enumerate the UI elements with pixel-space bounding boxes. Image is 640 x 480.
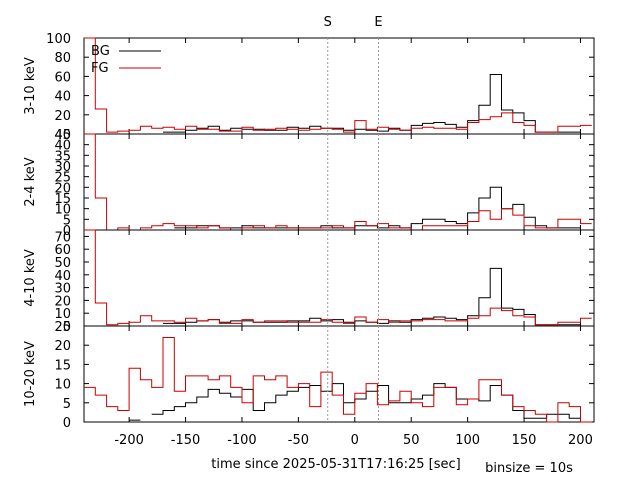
panel-4: 0 5 10 15 20 25 10-20 keV: [23, 320, 595, 431]
x-tick-label: 50: [403, 433, 420, 448]
y-tick-label: 80: [54, 51, 71, 66]
y-tick-label: 40: [54, 269, 71, 284]
y-tick-label: 45: [54, 128, 71, 143]
x-tick-label: -150: [171, 433, 201, 448]
y-tick-label: 10: [54, 378, 71, 393]
y-tick-label: 50: [54, 256, 71, 271]
panel-frame: [83, 37, 595, 135]
x-tick-label: -200: [114, 433, 144, 448]
x-tick-label: -50: [288, 433, 309, 448]
marker-label: E: [374, 15, 382, 30]
series-fg-line: [84, 229, 592, 326]
y-tick-label: 10: [54, 203, 71, 218]
y-tick-label: 25: [54, 320, 71, 335]
marker-label: S: [324, 15, 332, 30]
panel-y-label: 2-4 keV: [23, 157, 38, 206]
y-tick-label: 20: [54, 109, 71, 124]
y-tick-label: 15: [54, 192, 71, 207]
y-tick-label: 20: [54, 181, 71, 196]
panel-frame: [83, 325, 595, 423]
series-fg-line: [84, 133, 592, 231]
x-axis-label: time since 2025-05-31T17:16:25 [sec]: [211, 457, 460, 472]
y-tick-label: 40: [54, 128, 71, 143]
y-tick-label: 5: [63, 397, 71, 412]
y-tick-label: 30: [54, 160, 71, 175]
x-tick-label: 200: [568, 433, 593, 448]
y-tick-label: 30: [54, 282, 71, 297]
legend-label: BG: [91, 44, 110, 59]
panel-y-label: 10-20 keV: [23, 341, 38, 407]
y-tick-label: 60: [54, 243, 71, 258]
series-fg-line: [84, 337, 592, 423]
legend-label: FG: [91, 61, 109, 76]
x-tick-label: 100: [455, 433, 480, 448]
panel-frame: [83, 229, 595, 327]
y-tick-label: 0: [63, 320, 71, 335]
y-tick-label: 100: [46, 32, 71, 47]
panel-y-label: 4-10 keV: [23, 249, 38, 307]
series-fg-line: [84, 37, 592, 133]
y-tick-label: 25: [54, 171, 71, 186]
x-tick-label: -100: [227, 433, 257, 448]
y-tick-label: 70: [54, 230, 71, 245]
y-tick-label: 10: [54, 307, 71, 322]
series-bg-line: [163, 74, 581, 133]
panel-1: 20 40 60 80 100 40 3-10 keV BG FG: [23, 32, 595, 143]
y-tick-label: 40: [54, 139, 71, 154]
series-bg-line: [174, 186, 581, 229]
y-tick-label: 60: [54, 70, 71, 85]
binsize-label: binsize = 10s: [485, 461, 573, 476]
y-tick-label: 5: [63, 213, 71, 228]
y-tick-label: 0: [63, 224, 71, 239]
y-tick-label: 20: [54, 339, 71, 354]
y-tick-label: 15: [54, 358, 71, 373]
x-tick-label: 150: [512, 433, 537, 448]
y-tick-label: 0: [63, 416, 71, 431]
legend: BG FG: [91, 44, 161, 76]
y-tick-label: 40: [54, 90, 71, 105]
x-tick-label: 0: [351, 433, 359, 448]
panel-y-label: 3-10 keV: [23, 57, 38, 115]
series-bg-line: [163, 267, 581, 326]
y-tick-label: 35: [54, 149, 71, 164]
y-tick-label: 20: [54, 294, 71, 309]
